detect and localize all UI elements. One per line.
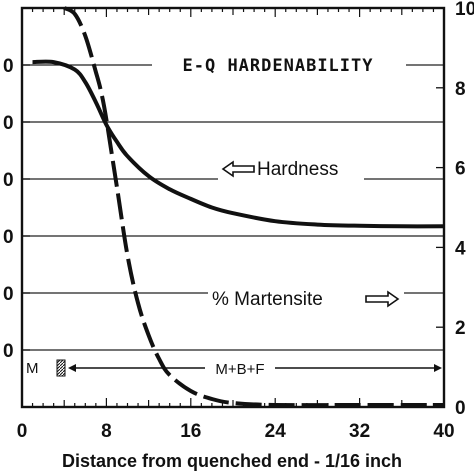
left-tick-label: 0 — [3, 284, 14, 305]
right-tick-label: 0 — [455, 398, 466, 419]
left-tick-label: 0 — [3, 56, 14, 77]
hardness-annotation: Hardness — [218, 156, 364, 180]
x-tick-label: 24 — [265, 421, 287, 442]
right-tick-label: 8 — [455, 79, 466, 100]
series-hardness-line — [32, 59, 445, 229]
martensite-annotation: % Martensite — [208, 286, 404, 310]
arrow-left-icon — [68, 364, 76, 372]
martensite-label: % Martensite — [212, 289, 323, 310]
right-tick-label: 6 — [455, 159, 466, 180]
phase-m-label: M — [26, 360, 39, 377]
arrow-left-icon — [221, 160, 255, 178]
arrow-right-icon — [434, 364, 442, 372]
x-tick-label: 8 — [101, 421, 112, 442]
hatch-marker — [56, 359, 66, 377]
x-axis-label: Distance from quenched end - 1/16 inch — [62, 451, 402, 471]
x-tick-label: 16 — [180, 421, 201, 442]
x-tick-label: 40 — [433, 421, 454, 442]
x-tick-label: 0 — [17, 421, 28, 442]
hardness-label: Hardness — [257, 159, 338, 180]
series-lines — [32, 6, 445, 408]
left-tick-label: 0 — [3, 341, 14, 362]
right-tick-label: 4 — [455, 238, 466, 259]
left-tick-label: 0 — [3, 113, 14, 134]
right-tick-label: 10 — [455, 0, 474, 20]
phase-mbf-label: M+B+F — [215, 361, 264, 378]
phase-band: M M+B+F — [24, 358, 442, 378]
x-tick-label: 32 — [349, 421, 370, 442]
right-tick-label: 2 — [455, 318, 466, 339]
chart-title: E-Q HARDENABILITY — [183, 56, 374, 76]
arrow-right-icon — [365, 290, 400, 308]
left-tick-label: 0 — [3, 170, 14, 191]
title-box: E-Q HARDENABILITY — [152, 46, 406, 84]
left-tick-label: 0 — [3, 227, 14, 248]
series-martensite-line — [63, 6, 444, 408]
